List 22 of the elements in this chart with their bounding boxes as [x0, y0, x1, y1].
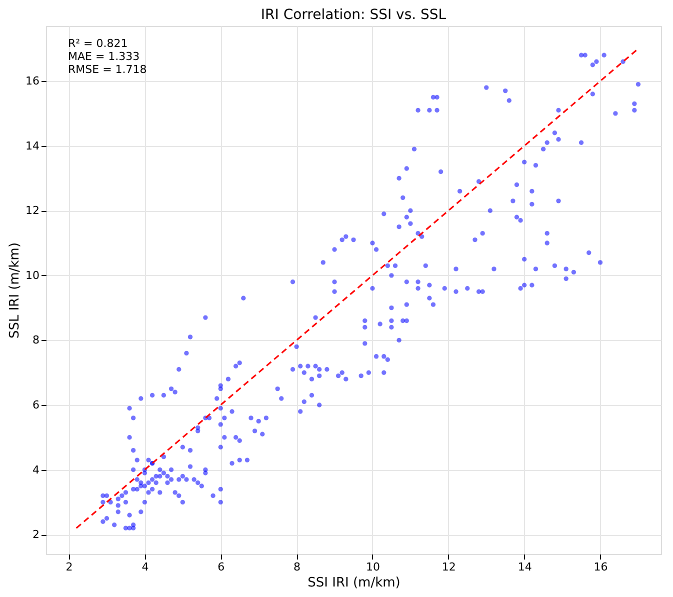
y-tick-label: 14: [26, 139, 40, 152]
y-tick-label: 12: [26, 204, 40, 218]
y-tick-label: 8: [32, 334, 40, 347]
x-axis-title: SSI IRI (m/km): [308, 576, 400, 590]
x-tick-label: 12: [442, 560, 456, 574]
y-tick-label: 4: [32, 463, 40, 476]
chart-title: IRI Correlation: SSI vs. SSL: [260, 7, 446, 23]
y-tick-label: 2: [32, 528, 40, 542]
x-tick-label: 14: [518, 560, 532, 574]
y-tick-label: 6: [32, 398, 40, 412]
x-tick-label: 2: [66, 560, 73, 574]
y-tick-label: 10: [26, 268, 40, 282]
x-tick-label: 8: [294, 560, 301, 574]
y-axis-title: SSL IRI (m/km): [8, 242, 23, 339]
x-tick-label: 16: [594, 560, 608, 574]
x-tick-label: 10: [366, 560, 380, 574]
annotation: RMSE = 1.718: [68, 63, 147, 76]
y-tick-label: 16: [26, 74, 40, 88]
annotation: R² = 0.821: [68, 37, 128, 50]
x-tick-label: 4: [142, 560, 149, 574]
x-tick-label: 6: [218, 560, 225, 574]
annotation: MAE = 1.333: [68, 50, 140, 63]
